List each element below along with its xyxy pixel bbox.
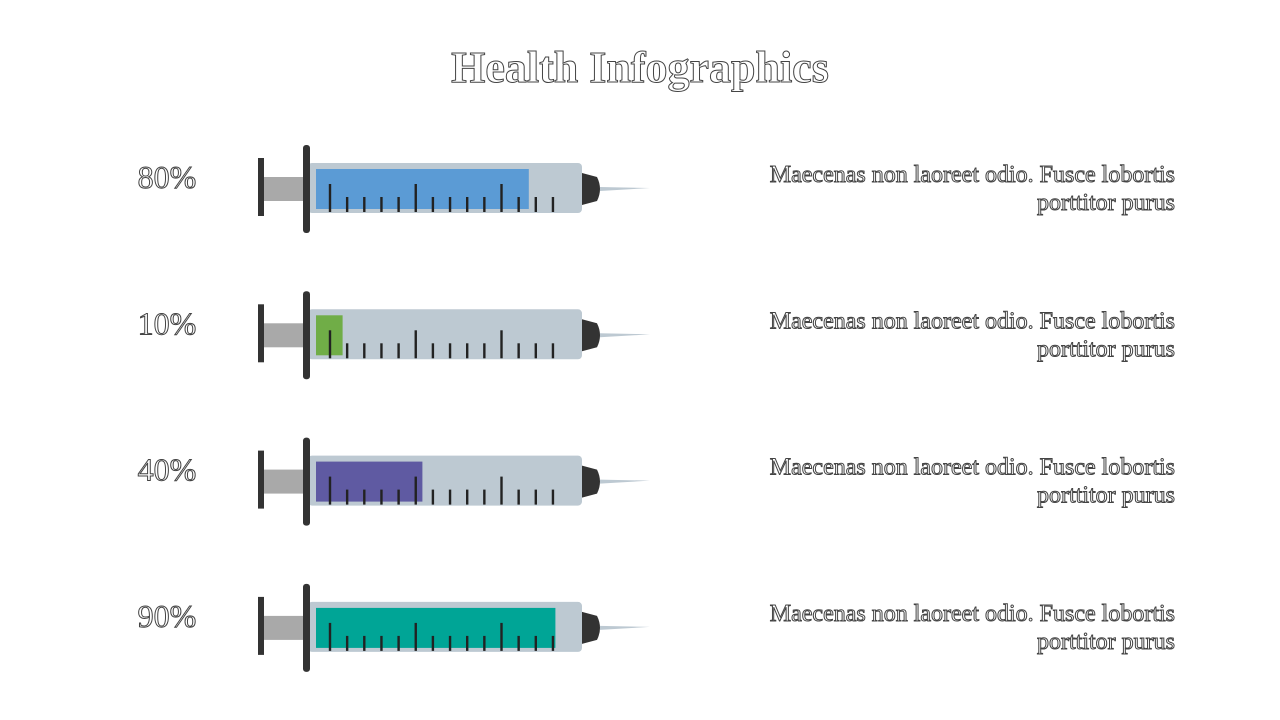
needle (600, 479, 650, 484)
scale-tick (431, 197, 435, 212)
scale-tick (448, 489, 452, 505)
plunger-rod (264, 615, 306, 640)
nozzle (582, 465, 600, 498)
scale-tick (414, 184, 417, 212)
scale-tick (466, 197, 469, 212)
value-label: 80% (138, 159, 197, 195)
plunger-rod (264, 177, 306, 201)
scale-tick (414, 330, 417, 359)
value-label: 10% (138, 305, 197, 341)
scale-tick (466, 635, 469, 651)
plunger-end (258, 450, 264, 509)
nozzle (582, 319, 600, 352)
scale-tick (328, 622, 332, 651)
scale-tick (380, 635, 383, 651)
scale-tick (380, 489, 383, 505)
scale-tick (483, 343, 486, 359)
flange (303, 437, 310, 526)
scale-tick (551, 343, 555, 359)
scale-tick (551, 489, 555, 505)
scale-tick (363, 343, 366, 359)
description: porttitor purus (1037, 483, 1175, 509)
scale-tick (414, 476, 417, 505)
liquid (316, 607, 556, 648)
scale-tick (431, 489, 435, 505)
nozzle (582, 173, 600, 205)
scale-tick (466, 489, 469, 505)
flange (303, 291, 310, 380)
scale-tick (345, 489, 349, 505)
plunger-end (258, 158, 264, 216)
scale-tick (397, 489, 400, 505)
plunger-end (258, 304, 264, 363)
scale-tick (345, 343, 349, 359)
scale-tick (517, 635, 520, 651)
needle (600, 333, 650, 338)
scale-tick (328, 184, 332, 212)
scale-tick (328, 330, 332, 359)
description: Maecenas non laoreet odio. Fusce loborti… (770, 601, 1175, 627)
scale-tick (517, 343, 520, 359)
scale-tick (534, 635, 537, 651)
plunger-rod (264, 469, 306, 494)
flange (303, 145, 310, 233)
scale-tick (551, 197, 555, 212)
scale-tick (345, 635, 349, 651)
scale-tick (517, 489, 520, 505)
scale-tick (466, 343, 469, 359)
needle (600, 625, 650, 630)
scale-tick (397, 635, 400, 651)
scale-tick (363, 635, 366, 651)
description: porttitor purus (1037, 190, 1175, 216)
description: Maecenas non laoreet odio. Fusce loborti… (770, 455, 1175, 481)
description: Maecenas non laoreet odio. Fusce loborti… (770, 162, 1175, 188)
scale-tick (517, 197, 520, 212)
nozzle (582, 611, 600, 644)
scale-tick (534, 343, 537, 359)
plunger-rod (264, 323, 306, 348)
scale-tick (380, 197, 383, 212)
scale-tick (431, 635, 435, 651)
scale-tick (483, 197, 486, 212)
plunger-end (258, 596, 264, 655)
liquid (316, 461, 423, 502)
scale-tick (363, 197, 366, 212)
flange (303, 583, 310, 672)
scale-tick (397, 197, 400, 212)
scale-tick (500, 622, 503, 651)
scale-tick (534, 197, 537, 212)
value-label: 40% (138, 452, 197, 488)
scale-tick (448, 343, 452, 359)
liquid (316, 169, 529, 209)
scale-tick (500, 476, 503, 505)
scale-tick (414, 622, 417, 651)
scale-tick (380, 343, 383, 359)
scale-tick (551, 635, 555, 651)
scale-tick (483, 635, 486, 651)
description: Maecenas non laoreet odio. Fusce loborti… (770, 308, 1175, 334)
scale-tick (397, 343, 400, 359)
value-label: 90% (138, 598, 197, 634)
title: Health Infographics (451, 43, 829, 92)
description: porttitor purus (1037, 629, 1175, 655)
scale-tick (500, 330, 503, 359)
needle (600, 187, 650, 191)
description: porttitor purus (1037, 336, 1175, 362)
barrel (308, 309, 582, 360)
scale-tick (363, 489, 366, 505)
scale-tick (483, 489, 486, 505)
scale-tick (534, 489, 537, 505)
scale-tick (500, 184, 503, 212)
scale-tick (328, 476, 332, 505)
scale-tick (431, 343, 435, 359)
scale-tick (448, 635, 452, 651)
scale-tick (345, 197, 349, 212)
scale-tick (448, 197, 452, 212)
